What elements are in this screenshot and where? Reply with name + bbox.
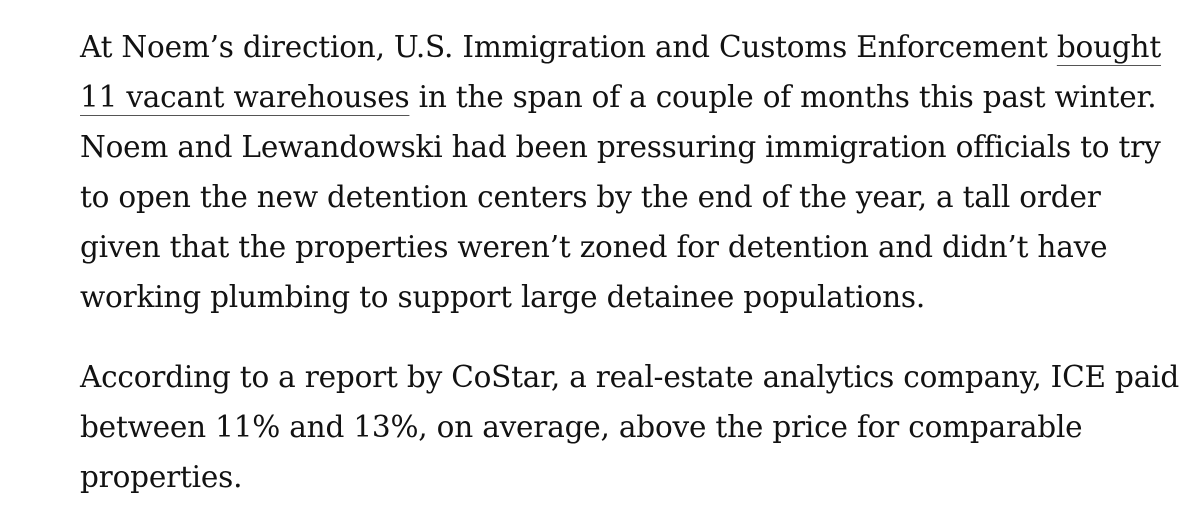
article-body: At Noem’s direction, U.S. Immigration an…: [80, 22, 1190, 502]
paragraph-1: At Noem’s direction, U.S. Immigration an…: [80, 22, 1190, 322]
paragraph-1-rest: in the span of a couple of months this p…: [80, 80, 1161, 314]
paragraph-2: According to a report by CoStar, a real-…: [80, 360, 1180, 494]
paragraph-1-intro: At Noem’s direction, U.S. Immigration an…: [80, 30, 1057, 64]
warehouses-link[interactable]: bought 11 vacant warehouses: [80, 30, 1162, 114]
